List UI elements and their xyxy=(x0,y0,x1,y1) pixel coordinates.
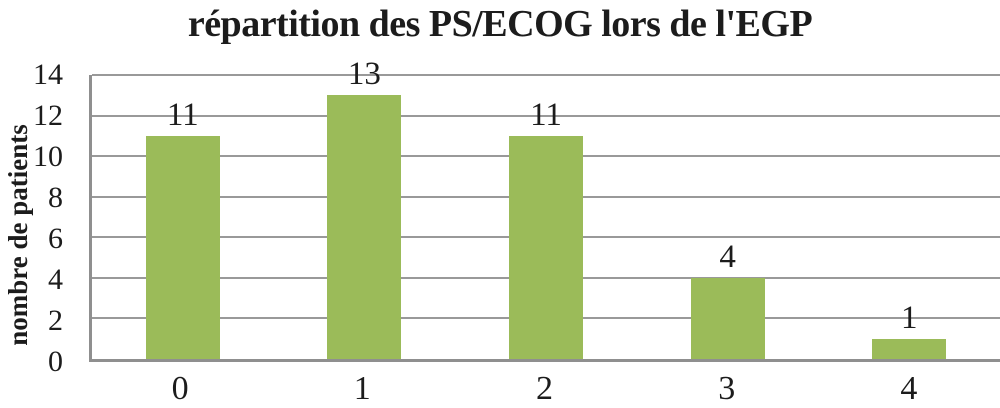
y-tick-label: 4 xyxy=(48,263,63,296)
y-tick-label: 12 xyxy=(33,98,63,132)
x-tick-label: 2 xyxy=(535,370,553,407)
bar-slot-1: 13 xyxy=(274,57,456,359)
y-tick-label: 6 xyxy=(48,221,63,255)
bar-slot-3: 4 xyxy=(637,75,819,359)
chart-title: répartition des PS/ECOG lors de l'EGP xyxy=(187,3,813,45)
bar-value-label: 11 xyxy=(530,96,562,133)
y-tick-label: 8 xyxy=(48,181,63,214)
bar-value-label: 4 xyxy=(719,238,736,275)
bar-value-label: 1 xyxy=(900,299,918,336)
bar-value-label: 11 xyxy=(166,96,199,133)
x-axis: 0 1 2 3 4 xyxy=(89,370,1000,408)
x-tick-label: 0 xyxy=(171,370,189,407)
bar-slot-4: 1 xyxy=(818,75,1000,359)
plot-area: 11 13 11 4 1 xyxy=(89,57,1000,362)
bar-category-0 xyxy=(145,135,220,359)
y-tick-label: 14 xyxy=(33,58,63,91)
y-tick-label: 10 xyxy=(33,139,63,173)
x-tick-label: 3 xyxy=(718,370,736,407)
bar-category-3 xyxy=(690,277,765,359)
bar-category-4 xyxy=(872,338,947,359)
gridline-12 xyxy=(92,114,1000,117)
x-tick-label: 1 xyxy=(353,370,371,407)
bar-category-1 xyxy=(327,95,402,359)
y-tick-label: 2 xyxy=(48,304,63,337)
bar-slot-0: 11 xyxy=(92,75,274,359)
x-tick-label: 4 xyxy=(900,370,918,407)
bar-value-label: 13 xyxy=(347,56,381,93)
y-axis: 14 12 10 8 6 4 2 0 xyxy=(0,58,77,378)
bar-slot-2: 11 xyxy=(455,75,637,359)
y-tick-label: 0 xyxy=(48,345,63,378)
gridline-14 xyxy=(92,74,1000,76)
bar-category-2 xyxy=(508,135,583,359)
